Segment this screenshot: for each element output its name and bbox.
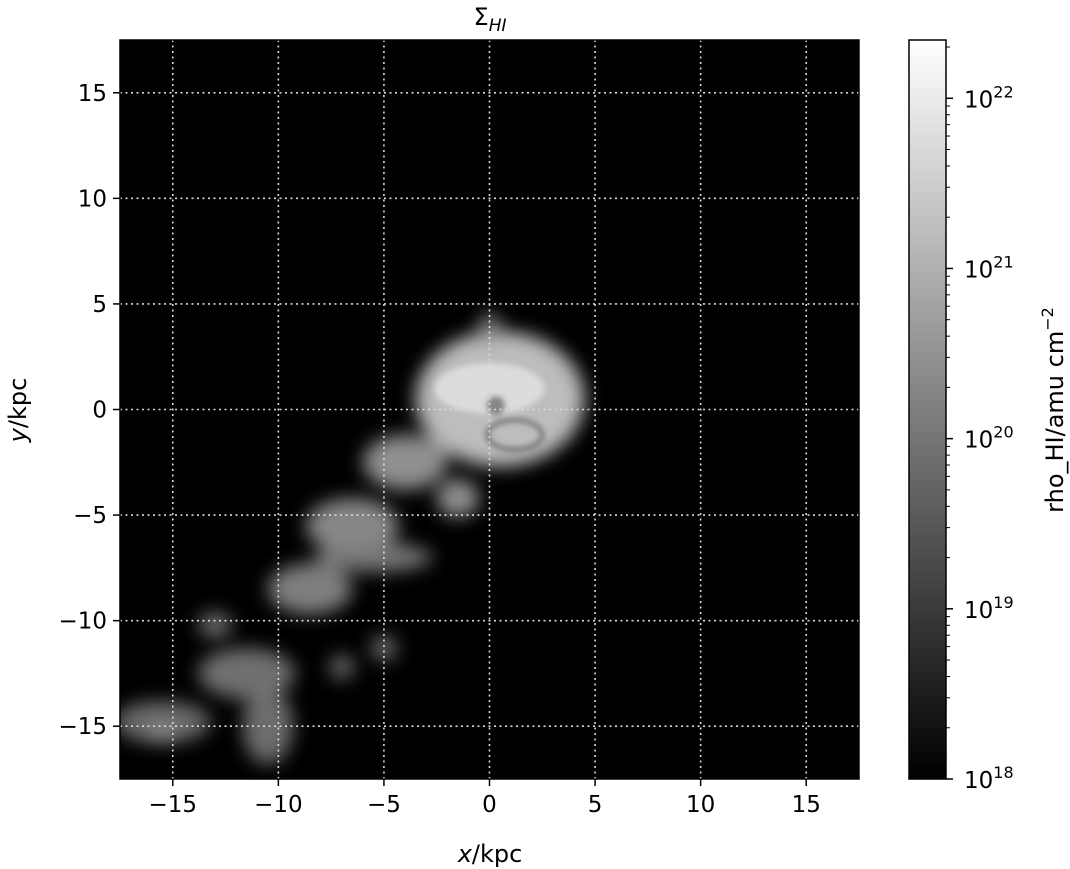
x-tick-label-2: −5 (367, 792, 401, 818)
heat-feature-10 (371, 635, 397, 661)
y-tick-label-0: −15 (58, 714, 107, 740)
heat-feature-1 (478, 312, 501, 347)
heat-feature-9 (242, 688, 294, 765)
x-axis-label: x/kpc (457, 840, 523, 868)
x-tick-label-0: −15 (149, 792, 198, 818)
heat-feature-12 (198, 612, 232, 638)
y-tick-label-4: 5 (92, 292, 107, 318)
colorbar-ticks: 1018 1019 1020 1021 1022 (946, 46, 1014, 794)
y-tick-label-6: 15 (78, 81, 107, 107)
heat-feature-11 (329, 654, 355, 680)
chart-title: ΣHI (474, 3, 507, 36)
heat-core-ring (485, 418, 545, 452)
colorbar (908, 39, 947, 780)
axis-layer: −15 −10 −5 0 5 10 15 −15 −10 −5 0 5 10 15 (58, 81, 820, 818)
y-tick-label-2: −5 (73, 503, 107, 529)
colorbar-tick-label-3: 1021 (964, 252, 1014, 283)
x-tick-label-6: 15 (792, 792, 821, 818)
heatmap-layer (120, 312, 585, 765)
x-tick-label-5: 10 (686, 792, 715, 818)
colorbar-tick-label-2: 1020 (964, 423, 1014, 454)
y-axis-label: y/kpc (4, 378, 32, 444)
chart-title-subscript: HI (489, 16, 507, 36)
colorbar-tick-label-1: 1019 (964, 593, 1014, 624)
heat-feature-6 (198, 648, 296, 699)
colorbar-label: rho_HI/amu cm−2 (1038, 307, 1069, 513)
colorbar-tick-label-0: 1018 (964, 763, 1014, 794)
grid-layer (120, 40, 859, 779)
heat-feature-4 (305, 498, 399, 554)
x-tick-label-4: 5 (588, 792, 603, 818)
x-tick-label-3: 0 (482, 792, 497, 818)
colorbar-tick-label-4: 1022 (964, 82, 1014, 113)
heat-feature-5 (267, 563, 353, 615)
x-tick-label-1: −10 (254, 792, 303, 818)
heat-feature-3 (362, 434, 448, 490)
heat-feature-13 (147, 721, 178, 744)
heat-feature-2 (436, 479, 479, 518)
y-tick-label-1: −10 (58, 609, 107, 635)
heat-feature-7 (120, 700, 211, 744)
y-tick-label-5: 10 (78, 186, 107, 212)
y-tick-label-3: 0 (92, 398, 107, 424)
heat-feature-8 (314, 542, 433, 573)
